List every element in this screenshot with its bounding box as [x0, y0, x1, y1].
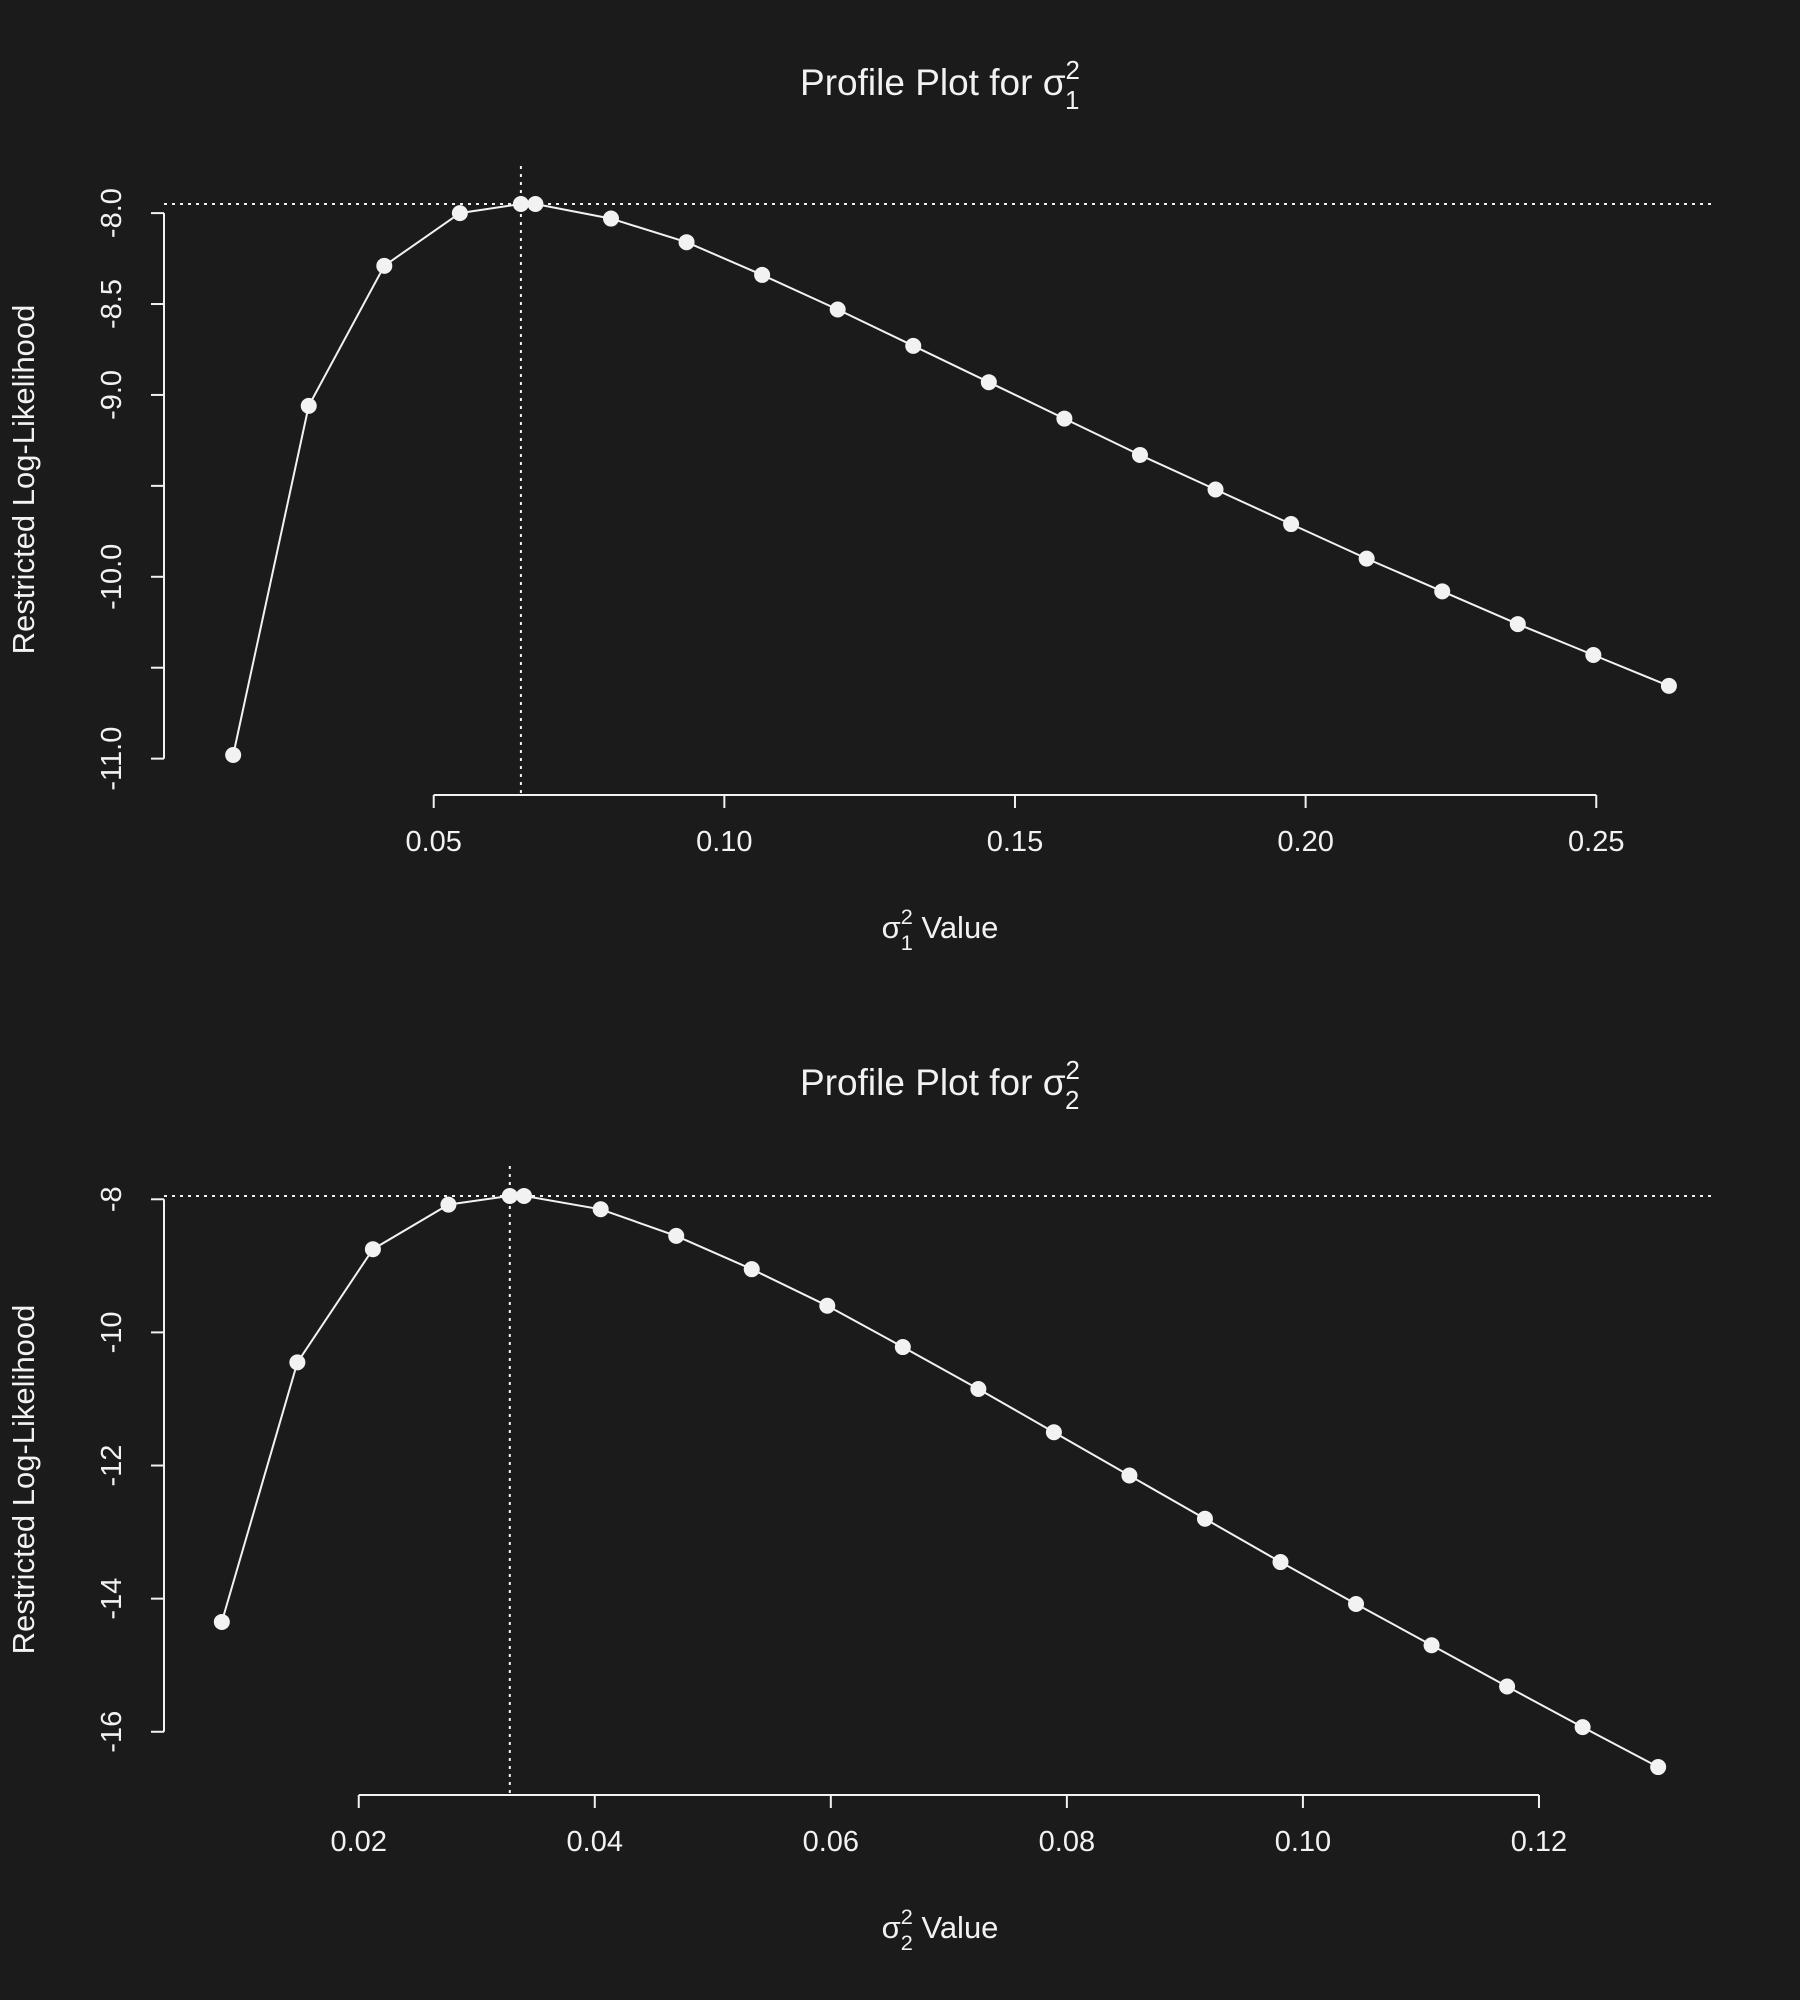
data-point: [515, 1187, 532, 1204]
data-point: [289, 1354, 306, 1371]
x-tick-label: 0.12: [1511, 1826, 1567, 1858]
x-tick-label: 0.04: [567, 1826, 623, 1858]
x-tick-label: 0.25: [1568, 826, 1624, 858]
y-tick-label: -8.0: [96, 188, 128, 238]
x-axis-label: σ2 2 Value: [882, 1904, 999, 1955]
data-point: [980, 374, 997, 391]
data-point: [1434, 583, 1451, 600]
chart-title-superscript: 2: [1066, 57, 1080, 85]
y-tick-label: -16: [96, 1711, 128, 1753]
y-tick-label: -8: [96, 1186, 128, 1212]
chart-title: Profile Plot for σ2 1: [800, 57, 1080, 115]
data-point: [678, 234, 695, 251]
data-point: [376, 257, 393, 274]
series-line: [232, 203, 1670, 756]
data-point: [905, 337, 922, 354]
data-point: [668, 1227, 685, 1244]
data-point: [300, 397, 317, 414]
x-tick-label: 0.20: [1277, 826, 1333, 858]
x-axis-label: σ2 1 Value: [882, 904, 999, 955]
y-tick-label: -8.5: [96, 279, 128, 329]
data-point: [970, 1380, 987, 1397]
data-point: [1121, 1467, 1138, 1484]
chart-title-superscript: 2: [1066, 1057, 1080, 1085]
data-point: [1045, 1424, 1062, 1441]
x-axis-label-subscript: 1: [901, 930, 913, 955]
x-axis-label-symbol: σ: [882, 1910, 901, 1945]
data-point: [364, 1241, 381, 1258]
y-tick-label: -9.0: [96, 370, 128, 420]
y-tick-label: -11.0: [96, 727, 128, 791]
data-point: [894, 1339, 911, 1356]
data-point: [819, 1297, 836, 1314]
chart-title-text: Profile Plot for σ: [800, 62, 1066, 103]
data-point: [829, 301, 846, 318]
y-axis-label: Restricted Log-Likelihood: [6, 305, 41, 655]
chart-title-subscript: 2: [1065, 1087, 1079, 1115]
x-axis-label-superscript: 2: [901, 1904, 913, 1929]
data-point: [501, 1187, 518, 1204]
data-point: [1650, 1759, 1667, 1776]
chart-panel-1: Profile Plot for σ2 10.05 0.10 0.15 0.20 0.25…: [6, 57, 1716, 955]
data-point: [743, 1261, 760, 1278]
chart-title-subscript: 1: [1065, 87, 1079, 115]
y-tick-label: -12: [96, 1445, 128, 1487]
data-point: [213, 1613, 230, 1630]
x-axis-label-symbol: σ: [882, 910, 901, 945]
x-axis-label-suffix: Value: [913, 1910, 999, 1945]
data-point: [592, 1201, 609, 1218]
y-tick-label: -10: [96, 1311, 128, 1353]
x-tick-label: 0.05: [405, 826, 461, 858]
data-point: [1358, 550, 1375, 567]
data-point: [602, 210, 619, 227]
data-point: [1509, 616, 1526, 633]
data-point: [754, 266, 771, 283]
x-tick-label: 0.10: [696, 826, 752, 858]
x-tick-label: 0.02: [331, 1826, 387, 1858]
y-axis-label: Restricted Log-Likelihood: [6, 1305, 41, 1655]
data-point: [1207, 481, 1224, 498]
data-point: [1574, 1719, 1591, 1736]
data-point: [512, 196, 529, 213]
series-line: [220, 1194, 1659, 1768]
data-point: [1196, 1510, 1213, 1527]
data-point: [1660, 677, 1677, 694]
chart-panel-2: Profile Plot for σ2 20.02 0.04 0.06 0.08 0.10…: [6, 1057, 1716, 1955]
data-point: [1056, 410, 1073, 427]
x-axis-label-subscript: 2: [901, 1930, 913, 1955]
data-point: [527, 196, 544, 213]
x-tick-label: 0.10: [1275, 1826, 1331, 1858]
x-axis-label-suffix: Value: [913, 910, 999, 945]
x-tick-label: 0.15: [987, 826, 1043, 858]
data-point: [1499, 1678, 1516, 1695]
y-tick-label: -10.0: [96, 544, 128, 610]
x-axis-label-superscript: 2: [901, 904, 913, 929]
x-tick-label: 0.08: [1039, 1826, 1095, 1858]
x-tick-label: 0.06: [803, 1826, 859, 1858]
data-point: [1348, 1595, 1365, 1612]
data-point: [440, 1196, 457, 1213]
data-point: [1131, 446, 1148, 463]
y-tick-label: -14: [96, 1578, 128, 1620]
data-point: [1585, 646, 1602, 663]
data-point: [451, 205, 468, 222]
data-point: [1423, 1637, 1440, 1654]
chart-title: Profile Plot for σ2 2: [800, 1057, 1080, 1115]
data-point: [1283, 516, 1300, 533]
chart-title-text: Profile Plot for σ: [800, 1062, 1066, 1103]
data-point: [225, 746, 242, 763]
data-point: [1272, 1554, 1289, 1571]
